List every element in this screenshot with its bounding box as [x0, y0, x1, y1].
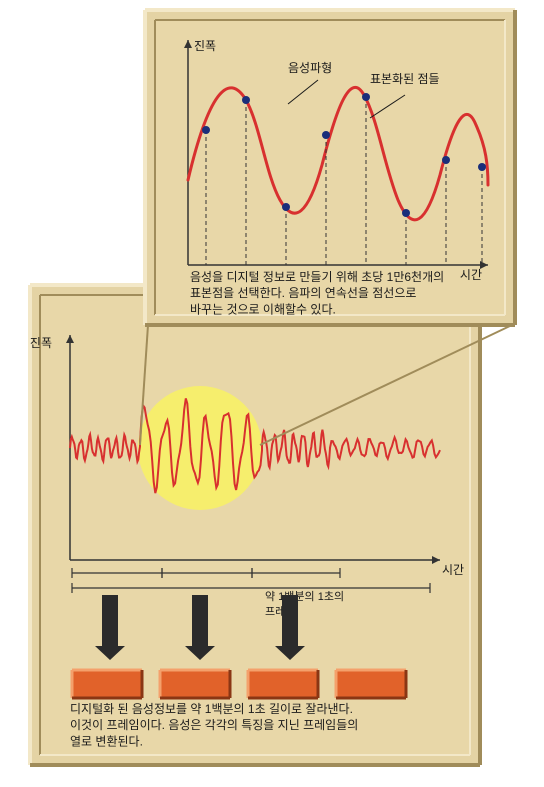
bottom-x-label: 시간: [442, 563, 464, 577]
top-x-label: 시간: [460, 268, 482, 282]
diagram-canvas: 진폭시간약 1백분의 1초의프레임디지털화 된 음성정보를 약 1백분의 1초 …: [0, 0, 544, 782]
sample-point: [362, 93, 370, 101]
sample-point: [322, 131, 330, 139]
sample-point: [442, 156, 450, 164]
sample-point: [242, 96, 250, 104]
sample-point: [282, 203, 290, 211]
bottom-y-label: 진폭: [30, 336, 52, 350]
top-y-label: 진폭: [194, 39, 216, 53]
sample-point: [478, 163, 486, 171]
sample-point: [402, 209, 410, 217]
sample-point: [202, 126, 210, 134]
samples-annotation: 표본화된 점들: [370, 72, 440, 86]
waveform-annotation: 음성파형: [288, 61, 332, 75]
